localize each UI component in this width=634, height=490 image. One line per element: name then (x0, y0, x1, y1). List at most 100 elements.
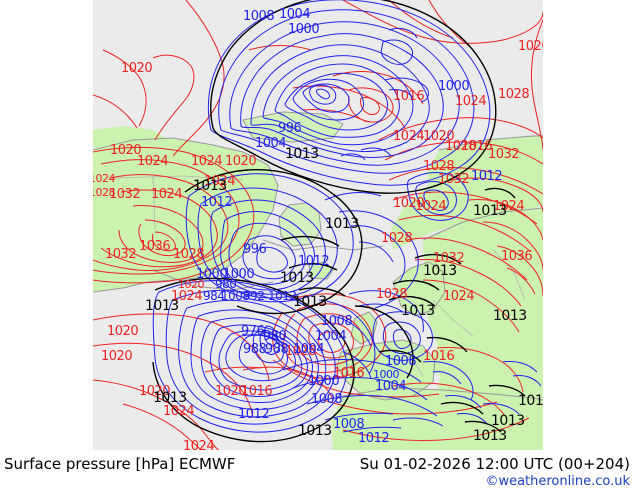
isobar-label: 1036 (501, 249, 533, 264)
isobar-label: 1020 (393, 196, 425, 211)
isobar-label: 1004 (293, 342, 325, 357)
map-contour-canvas (93, 0, 543, 450)
isobar-1013-layer (152, 0, 526, 443)
isobar-label-1013: 1013 (518, 393, 543, 409)
isobar-label: 1000 (196, 267, 228, 282)
isobar-label: 1028 (376, 287, 408, 302)
isobar-label: 1020 (139, 384, 171, 399)
isobar-label: 976 (241, 324, 265, 339)
isobar-label: 1004 (279, 7, 311, 22)
isobar-label-1013: 1013 (298, 423, 332, 439)
isobar-label-1013: 1013 (401, 303, 435, 319)
isobar-label: 1008 (321, 314, 353, 329)
surface-pressure-map[interactable]: 1020 1020 1024 1024 1020 1024 1028 1024 … (93, 0, 543, 450)
isobar-label-1013: 1013 (285, 146, 319, 162)
isobar-label: 1024 (455, 94, 487, 109)
isobar-label-1013: 1013 (473, 428, 507, 444)
isobar-label: 1000 (438, 79, 470, 94)
isobar-label: 1004 (315, 329, 347, 344)
isobar-label: 1000 (223, 267, 255, 282)
isobar-label: 992 (243, 289, 265, 303)
isobar-label: 1008 (243, 9, 275, 24)
isobar-label: 1012 (358, 431, 390, 446)
isobar-label: 1008 (311, 392, 343, 407)
isobar-label: 1012 (471, 169, 503, 184)
copyright-notice: ©weatheronline.co.uk (485, 474, 630, 489)
isobar-label: 1020 (225, 154, 257, 169)
chart-footer: Surface pressure [hPa] ECMWF Su 01-02-20… (0, 450, 634, 490)
isobar-label-1013: 1013 (280, 270, 314, 286)
isobar-label-1013: 1013 (193, 178, 227, 194)
isobar-label: 1020 (215, 384, 247, 399)
isobar-label: 1024 (443, 289, 475, 304)
isobar-label: 980 (263, 329, 287, 344)
isobar-label: 1024 (191, 154, 223, 169)
isobar-label: 1004 (255, 136, 287, 151)
isobar-label: 1024 (493, 199, 525, 214)
isobar-label-1013: 1013 (491, 413, 525, 429)
isobar-label: 988 (265, 342, 289, 357)
isobar-label: 1032 (109, 187, 141, 202)
isobar-label: 1036 (139, 239, 171, 254)
isobar-label: 1032 (438, 172, 470, 187)
isobar-label: 1020 (101, 349, 133, 364)
isobar-label: 1024 (163, 404, 195, 419)
isobar-label: 1020 (518, 39, 543, 54)
isobar-label: 1016 (461, 139, 493, 154)
isobar-label: 1024 (393, 129, 425, 144)
isobar-label: 1000 (373, 368, 400, 381)
isobar-label: 1024 (183, 439, 215, 450)
isobar-label: 1008 (221, 289, 250, 303)
isobar-label: 1012 (201, 195, 233, 210)
isobar-label: 1024 (204, 174, 236, 189)
isobar-label: 1020 (423, 129, 455, 144)
isobar-label-1013: 1013 (493, 308, 527, 324)
isobar-label: 1020 (121, 61, 153, 76)
isobar-label: 1024 (93, 172, 116, 185)
isobar-label: 1020 (110, 143, 142, 158)
isobar-label: 988 (243, 342, 267, 357)
isobar-label: 1012 (238, 407, 270, 422)
isobar-label: 1028 (285, 344, 317, 359)
isobar-label: 1016 (393, 89, 425, 104)
isobar-label: 1028 (423, 159, 455, 174)
isobar-label: 996 (278, 121, 302, 136)
isobar-label: 1012 (298, 254, 330, 269)
isobar-label-1013: 1013 (423, 263, 457, 279)
isobar-label: 980 (215, 277, 237, 291)
isobar-label: 1016 (423, 349, 455, 364)
isobar-label: 1032 (433, 251, 465, 266)
isobar-label: 1016 (241, 384, 273, 399)
isobar-label: 1024 (171, 289, 203, 304)
isobar-label: 1004 (375, 379, 407, 394)
isobar-label: 1032 (105, 247, 137, 262)
isobar-label: 1000 (308, 374, 340, 389)
isobar-low-layer (152, 0, 542, 433)
isobar-label-1013: 1013 (153, 390, 187, 406)
isobar-label: 1028 (173, 247, 205, 262)
isobar-label: 1020 (107, 324, 139, 339)
chart-title: Surface pressure [hPa] ECMWF (4, 455, 236, 473)
isobar-label: 1020 (178, 278, 205, 291)
isobar-label: 1028 (381, 231, 413, 246)
isobar-label: 1008 (333, 417, 365, 432)
forecast-valid-time: Su 01-02-2026 12:00 UTC (00+204) (359, 455, 630, 473)
isobar-label: 1024 (151, 187, 183, 202)
isobar-label: 1032 (488, 147, 520, 162)
isobar-label: 1024 (415, 199, 447, 214)
isobar-label: 1028 (93, 186, 116, 199)
isobar-label: 1024 (137, 154, 169, 169)
isobar-label-1013: 1013 (293, 294, 327, 310)
isobar-label-1013: 1013 (325, 216, 359, 232)
isobar-label: 1012 (268, 289, 297, 303)
isobar-label: 1016 (333, 366, 365, 381)
isobar-label: 1000 (288, 22, 320, 37)
isobar-label: 1028 (498, 87, 530, 102)
isobar-label: 1008 (385, 354, 417, 369)
isobar-label: 984 (203, 289, 225, 303)
isobar-label-1013: 1013 (473, 203, 507, 219)
isobar-label: 996 (243, 242, 267, 257)
isobar-label-1013: 1013 (145, 298, 179, 314)
isobar-label: 1028 (445, 139, 477, 154)
